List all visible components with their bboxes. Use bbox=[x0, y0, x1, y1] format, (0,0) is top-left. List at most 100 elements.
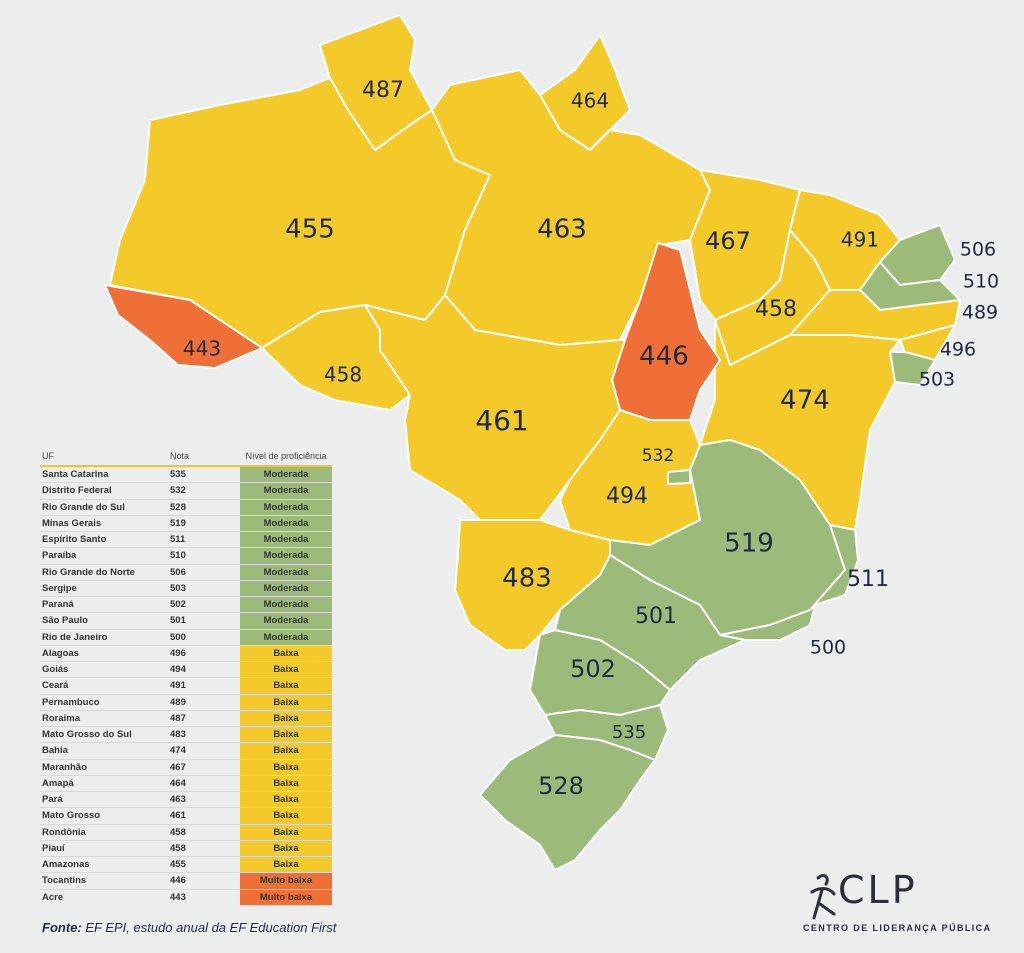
score-bahia: 474 bbox=[780, 386, 830, 416]
row-nivel-badge: Baixa bbox=[240, 743, 332, 759]
table-row: Amapá 464 Baixa bbox=[40, 775, 332, 791]
header-nivel: Nível de proficiência bbox=[245, 451, 327, 461]
row-nivel-badge: Baixa bbox=[240, 808, 332, 824]
row-nivel-badge: Moderada bbox=[240, 613, 332, 629]
score-mato-grosso-do-sul: 483 bbox=[502, 564, 552, 594]
row-divider bbox=[40, 482, 332, 484]
row-uf: Pernambuco bbox=[42, 696, 100, 708]
table-row: Alagoas 496 Baixa bbox=[40, 645, 332, 661]
row-nivel-badge: Baixa bbox=[240, 775, 332, 791]
source-text: EF EPI, estudo anual da EF Education Fir… bbox=[85, 920, 337, 935]
row-nota: 487 bbox=[170, 712, 186, 724]
state-rio-grande-do-sul bbox=[479, 734, 656, 871]
table-row: Distrito Federal 532 Moderada bbox=[40, 483, 332, 499]
table-row: Rondônia 458 Baixa bbox=[40, 824, 332, 840]
score-sao-paulo: 501 bbox=[635, 604, 677, 629]
score-rio-grande-do-norte: 506 bbox=[960, 239, 996, 261]
state-acre bbox=[104, 284, 263, 369]
score-paraiba: 510 bbox=[963, 271, 999, 293]
row-nota: 461 bbox=[170, 810, 186, 822]
row-nota: 494 bbox=[170, 664, 186, 676]
row-uf: Rio Grande do Norte bbox=[42, 566, 135, 578]
score-minas-gerais: 519 bbox=[724, 529, 774, 559]
table-row: Espírito Santo 511 Moderada bbox=[40, 532, 332, 548]
row-divider bbox=[40, 661, 332, 662]
table-row: Maranhão 467 Baixa bbox=[40, 759, 332, 775]
table-row: Acre 443 Muito baixa bbox=[40, 889, 332, 905]
row-divider bbox=[40, 856, 332, 857]
row-nota: 528 bbox=[170, 501, 186, 513]
row-uf: São Paulo bbox=[42, 615, 88, 627]
row-nota: 532 bbox=[170, 485, 186, 497]
row-divider bbox=[40, 726, 332, 727]
table-row: Mato Grosso do Sul 483 Baixa bbox=[40, 727, 332, 743]
row-divider bbox=[40, 709, 332, 711]
row-nota: 510 bbox=[170, 550, 186, 562]
row-nivel-badge: Baixa bbox=[240, 857, 332, 873]
row-nivel-badge: Moderada bbox=[240, 483, 332, 499]
table-row: São Paulo 501 Moderada bbox=[40, 613, 332, 629]
row-nota: 446 bbox=[170, 875, 186, 887]
row-nota: 443 bbox=[170, 891, 186, 903]
table-row: Rio Grande do Sul 528 Moderada bbox=[40, 499, 332, 515]
score-amazonas: 455 bbox=[285, 215, 335, 245]
row-uf: Maranhão bbox=[42, 761, 87, 773]
row-nivel-badge: Moderada bbox=[240, 597, 332, 613]
score-santa-catarina: 535 bbox=[612, 722, 646, 743]
row-uf: Bahia bbox=[42, 745, 68, 757]
row-divider bbox=[40, 807, 332, 809]
table-row: Rio de Janeiro 500 Moderada bbox=[40, 629, 332, 645]
row-uf: Minas Gerais bbox=[42, 517, 102, 529]
row-divider bbox=[40, 872, 332, 874]
row-uf: Piauí bbox=[42, 842, 65, 854]
row-uf: Tocantins bbox=[42, 875, 87, 887]
row-divider bbox=[40, 612, 332, 614]
row-uf: Goiás bbox=[42, 664, 69, 676]
row-nota: 503 bbox=[170, 582, 186, 594]
row-divider bbox=[40, 677, 332, 679]
row-uf: Pará bbox=[42, 794, 63, 806]
table-row: Bahia 474 Baixa bbox=[40, 743, 332, 759]
row-nota: 467 bbox=[170, 761, 186, 773]
score-rio-grande-do-sul: 528 bbox=[538, 772, 584, 800]
score-pernambuco: 489 bbox=[962, 302, 998, 324]
score-acre: 443 bbox=[183, 337, 221, 361]
row-nota: 519 bbox=[170, 517, 186, 529]
row-uf: Amapá bbox=[42, 777, 74, 789]
row-uf: Alagoas bbox=[42, 647, 79, 659]
score-para: 463 bbox=[537, 215, 587, 245]
row-divider bbox=[40, 563, 332, 565]
score-amapa: 464 bbox=[571, 89, 609, 113]
row-nota: 501 bbox=[170, 615, 186, 627]
row-divider bbox=[40, 839, 332, 841]
row-divider bbox=[40, 758, 332, 760]
row-divider bbox=[40, 596, 332, 597]
row-uf: Espírito Santo bbox=[42, 534, 107, 546]
row-nota: 458 bbox=[170, 826, 186, 838]
row-nivel-badge: Moderada bbox=[240, 467, 332, 483]
row-uf: Rio Grande do Sul bbox=[42, 501, 125, 513]
table-row: Amazonas 455 Baixa bbox=[40, 857, 332, 873]
row-divider bbox=[40, 823, 332, 825]
row-nota: 474 bbox=[170, 745, 186, 757]
row-nota: 455 bbox=[170, 859, 186, 871]
state-distrito-federal bbox=[667, 469, 691, 485]
row-divider bbox=[40, 693, 332, 695]
header-nota: Nota bbox=[170, 451, 190, 461]
row-nivel-badge: Moderada bbox=[240, 629, 332, 645]
score-ceara: 491 bbox=[841, 228, 879, 252]
row-nivel-badge: Baixa bbox=[240, 759, 332, 775]
score-tocantins: 446 bbox=[639, 342, 689, 372]
table-row: Tocantins 446 Muito baixa bbox=[40, 873, 332, 889]
row-nota: 502 bbox=[170, 599, 186, 611]
row-uf: Paraíba bbox=[42, 550, 77, 562]
row-uf: Roraima bbox=[42, 712, 81, 724]
proficiency-table: UF Nota Nível de proficiência Santa Cata… bbox=[40, 447, 332, 905]
row-nivel-badge: Baixa bbox=[240, 662, 332, 678]
table-row: Minas Gerais 519 Moderada bbox=[40, 515, 332, 531]
row-nivel-badge: Baixa bbox=[240, 840, 332, 856]
row-divider bbox=[40, 791, 332, 792]
table-header: UF Nota Nível de proficiência bbox=[40, 447, 332, 467]
score-sergipe: 503 bbox=[919, 369, 955, 391]
row-nivel-badge: Moderada bbox=[240, 580, 332, 596]
